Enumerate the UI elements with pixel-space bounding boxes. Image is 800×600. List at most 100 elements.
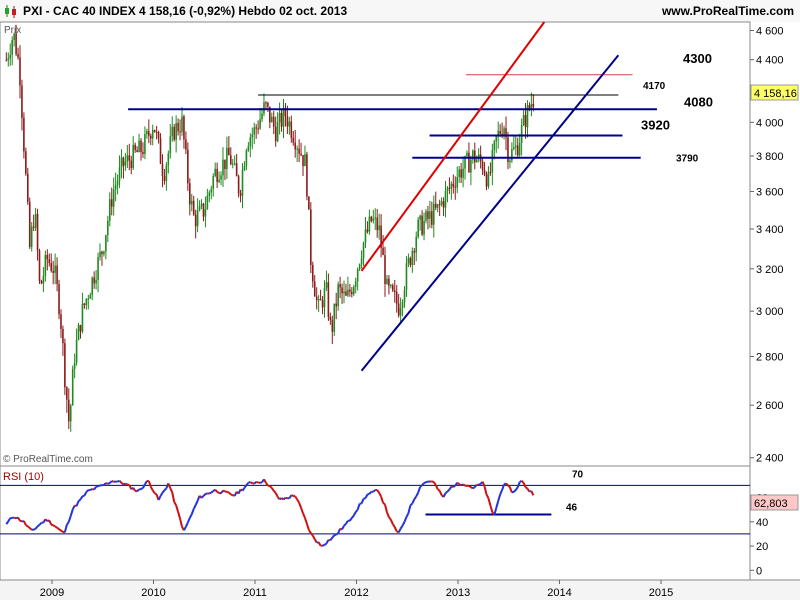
rsi-segment xyxy=(77,498,82,502)
candle-body xyxy=(270,116,273,123)
rsi-segment xyxy=(313,538,318,543)
candle-body xyxy=(450,183,453,189)
candle-body xyxy=(530,103,533,109)
rsi-segment xyxy=(228,491,232,496)
candle-body xyxy=(382,247,384,256)
candle-body xyxy=(415,236,418,253)
candle-body xyxy=(425,211,427,221)
rsi-segment xyxy=(417,486,422,493)
price-tick-label: 3 000 xyxy=(756,306,784,318)
candle-body xyxy=(21,85,23,118)
rsi-segment xyxy=(519,479,523,483)
rsi-segment xyxy=(179,518,183,528)
candle-body xyxy=(34,214,37,228)
candle-body xyxy=(446,187,449,191)
candle-body xyxy=(462,168,464,178)
year-tick-label: 2010 xyxy=(141,587,165,599)
candle-body xyxy=(456,177,459,188)
candle-body xyxy=(315,296,318,301)
candle-body xyxy=(89,294,92,299)
rsi-segment xyxy=(212,488,216,492)
rsi-segment xyxy=(356,503,361,511)
candle-body xyxy=(247,146,250,151)
candle-body xyxy=(440,201,443,205)
rsi-segment xyxy=(448,486,453,491)
candle-body xyxy=(280,112,283,127)
rsi-segment xyxy=(503,482,507,486)
rsi-segment xyxy=(97,484,101,488)
candle-body xyxy=(7,58,10,60)
candle-body xyxy=(11,39,13,55)
rsi-segment xyxy=(438,490,443,496)
rsi-segment xyxy=(409,502,414,507)
rsi-segment xyxy=(186,517,191,523)
rsi-segment xyxy=(89,488,93,491)
rsi-segment xyxy=(431,480,435,483)
candle-body xyxy=(103,251,105,255)
rsi-segment xyxy=(415,492,420,497)
rsi-panel[interactable] xyxy=(0,465,751,581)
rsi-level-46-label: 46 xyxy=(566,503,578,514)
candle-body xyxy=(120,157,123,168)
rsi-segment xyxy=(142,483,146,489)
rsi-segment xyxy=(485,494,490,499)
candle-body xyxy=(187,149,189,184)
rsi-segment xyxy=(144,480,148,485)
rsi-segment xyxy=(302,512,306,519)
candle-body xyxy=(511,149,513,161)
candle-body xyxy=(155,131,158,133)
candle-body xyxy=(249,137,252,147)
candle-body xyxy=(294,142,297,150)
rsi-segment xyxy=(243,484,248,489)
candle-body xyxy=(454,186,457,188)
rsi-segment xyxy=(317,541,322,547)
rsi-segment xyxy=(300,507,304,514)
rsi-segment xyxy=(294,495,299,501)
rsi-segment xyxy=(13,516,17,520)
candle-body xyxy=(175,123,177,140)
candle-body xyxy=(212,176,215,189)
rsi-segment xyxy=(245,482,250,486)
rsi-segment xyxy=(354,509,359,513)
rsi-segment xyxy=(240,488,244,492)
price-tick-label: 2 400 xyxy=(756,453,784,465)
rsi-segment xyxy=(382,501,386,506)
rsi-segment xyxy=(391,523,396,528)
candle-body xyxy=(364,229,367,243)
rsi-segment xyxy=(220,490,224,494)
candle-body xyxy=(372,218,375,221)
rsi-segment xyxy=(124,482,128,486)
rsi-segment xyxy=(111,480,114,483)
candle-body xyxy=(505,128,507,138)
red-trendline[interactable] xyxy=(360,21,546,272)
blue-trendline[interactable] xyxy=(360,54,620,372)
candle-body xyxy=(46,254,49,260)
rsi-segment xyxy=(33,527,37,531)
candle-body xyxy=(108,199,111,221)
rsi-segment xyxy=(470,486,474,490)
rsi-segment xyxy=(52,524,56,528)
candle-body xyxy=(475,159,478,163)
rsi-segment xyxy=(352,511,357,517)
candle-body xyxy=(393,290,396,293)
candle-body xyxy=(97,257,99,280)
level-4300-label: 4300 xyxy=(683,51,712,66)
rsi-segment xyxy=(7,517,12,522)
candle-body xyxy=(431,211,433,225)
candle-body xyxy=(274,126,277,142)
rsi-segment xyxy=(216,490,220,494)
price-panel[interactable] xyxy=(0,21,751,467)
price-tick-label: 4 000 xyxy=(756,117,784,129)
rsi-segment xyxy=(222,489,226,493)
website-link[interactable]: www.ProRealTime.com xyxy=(661,4,794,18)
candle-body xyxy=(351,291,353,295)
rsi-segment xyxy=(363,497,366,500)
rsi-segment xyxy=(79,495,84,500)
rsi-segment xyxy=(460,483,464,487)
candle-body xyxy=(528,105,531,109)
candlestick-icon[interactable] xyxy=(3,3,19,19)
candle-body xyxy=(526,105,529,128)
rsi-segment xyxy=(403,516,408,523)
candle-body xyxy=(308,196,310,210)
candle-body xyxy=(290,121,293,138)
